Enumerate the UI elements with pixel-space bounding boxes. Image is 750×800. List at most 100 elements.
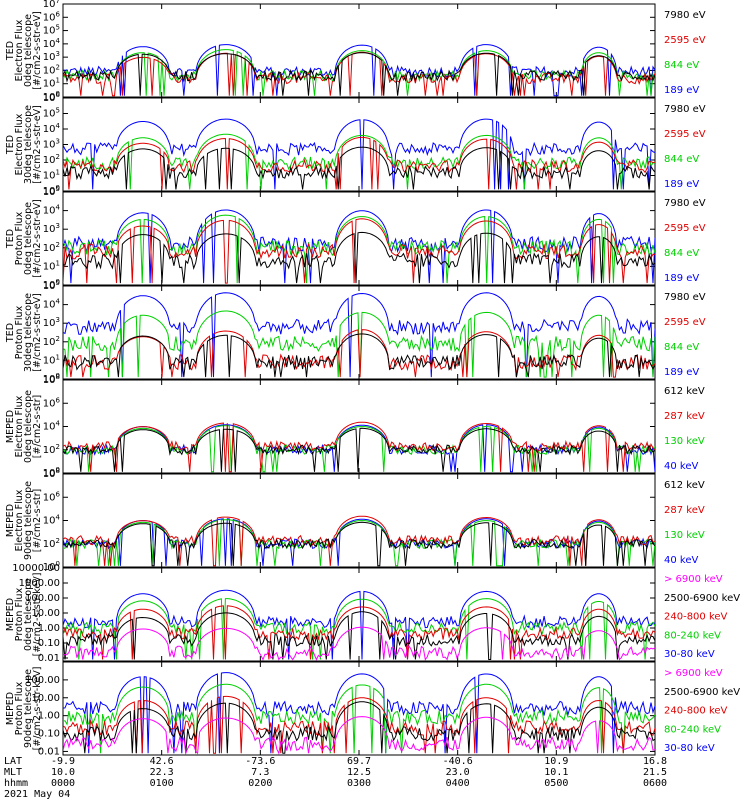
y-tick-label: 103 <box>43 138 60 151</box>
y-tick-label: 103 <box>43 222 60 235</box>
y-tick-label: 0.10 <box>38 638 60 649</box>
legend-entry: 7980 eV <box>664 198 706 209</box>
y-tick-label: 102 <box>43 63 60 76</box>
y-tick-label: 106 <box>43 91 61 104</box>
legend-entry: 30-80 keV <box>664 649 715 660</box>
x-tick-label-mlt: 22.3 <box>150 767 174 778</box>
y-tick-label: 100 <box>43 466 60 479</box>
y-tick-label: 106 <box>43 490 61 503</box>
y-tick-label: 0.01 <box>38 746 60 757</box>
x-tick-label-mlt: 12.5 <box>347 767 371 778</box>
legend-entry: 80-240 keV <box>664 724 721 735</box>
y-axis-label-line: 30deg telescope <box>23 293 34 372</box>
y-tick-label: 104 <box>43 204 61 217</box>
y-tick-label: 106 <box>43 396 61 409</box>
legend-entry: 844 eV <box>664 342 699 353</box>
y-axis-label-line: [#/cm2-s-str] <box>32 395 43 458</box>
series-line-2500-6900-kev <box>63 611 655 660</box>
series-line-189-ev <box>63 44 655 97</box>
y-axis-label-line: [#/cm2-s-str] <box>32 489 43 552</box>
x-tick-label-lat: 10.9 <box>544 756 568 767</box>
series-line-40-kev <box>63 424 655 473</box>
x-tick-label-lat: 16.8 <box>643 756 667 767</box>
series-line-2500-6900-kev <box>63 701 655 754</box>
x-tick-label-mlt: 10.0 <box>51 767 75 778</box>
series-line-189-ev <box>63 292 655 378</box>
y-axis-label-line: Proton Flux <box>14 211 25 265</box>
series-line--6900-kev <box>63 716 655 755</box>
x-tick-label-hhmm: 0300 <box>347 778 371 789</box>
y-tick-label: 10000.00 <box>12 563 60 574</box>
y-tick-label: 101 <box>43 259 60 272</box>
y-tick-label: 104 <box>43 298 61 311</box>
y-tick-label: 106 <box>43 10 61 23</box>
y-tick-label: 102 <box>43 241 60 254</box>
series-line-189-ev <box>63 209 655 284</box>
x-tick-label-hhmm: 0600 <box>643 778 667 789</box>
legend-entry: 2595 eV <box>664 223 706 234</box>
legend-entry: 287 keV <box>664 505 705 516</box>
legend-entry: 189 eV <box>664 85 699 96</box>
y-axis-label-line: TED <box>5 229 16 249</box>
series-line-189-ev <box>63 118 655 190</box>
y-axis-label-line: Proton Flux <box>14 587 25 641</box>
y-tick-label: 0.01 <box>38 653 60 664</box>
series-line-7980-ev <box>63 146 655 190</box>
legend-entry: 2500-6900 keV <box>664 593 740 604</box>
y-tick-label: 100.00 <box>25 593 60 604</box>
y-tick-label: 101 <box>43 169 60 182</box>
legend-entry: 240-800 keV <box>664 706 728 717</box>
y-tick-label: 102 <box>43 335 60 348</box>
y-axis-label-line: Proton Flux <box>14 305 25 359</box>
y-tick-label: 104 <box>43 37 61 50</box>
series-line-2595-ev <box>63 51 655 97</box>
x-tick-label-hhmm: 0400 <box>446 778 470 789</box>
y-tick-label: 10.00 <box>31 693 60 704</box>
y-axis-label-line: [#/cm2-s-str-eV] <box>32 293 43 372</box>
x-tick-label-hhmm: 0000 <box>51 778 75 789</box>
y-tick-label: 101 <box>43 353 60 366</box>
x-tick-label-mlt: 23.0 <box>446 767 470 778</box>
legend-entry: 2500-6900 keV <box>664 687 740 698</box>
date-label: 2021 May 04 <box>4 789 70 800</box>
y-tick-label: 105 <box>43 24 60 37</box>
series-line-287-kev <box>63 515 655 567</box>
y-tick-label: 10.00 <box>31 608 60 619</box>
y-tick-label: 0.10 <box>38 729 60 740</box>
legend-entry: > 6900 keV <box>664 668 723 679</box>
y-axis-label-line: 30deg telescope <box>23 105 34 184</box>
series-line-844-ev <box>63 214 655 284</box>
legend-entry: 189 eV <box>664 367 699 378</box>
legend-entry: 130 keV <box>664 436 705 447</box>
y-axis-label-line: [#/cm2-s-str-eV] <box>32 11 43 90</box>
legend-entry: 2595 eV <box>664 129 706 140</box>
series-line-80-240-kev <box>63 683 655 754</box>
y-axis-label-line: 0deg telescope <box>23 578 34 651</box>
series-line-612-kev <box>63 427 655 472</box>
y-axis-label-line: TED <box>5 135 16 155</box>
y-tick-label: 107 <box>43 0 60 10</box>
x-tick-label-lat: -40.6 <box>443 756 473 767</box>
y-axis-label-line: TED <box>5 323 16 343</box>
y-tick-label: 101 <box>43 77 60 90</box>
legend-entry: 189 eV <box>664 179 699 190</box>
x-tick-label-hhmm: 0100 <box>150 778 174 789</box>
y-tick-label: 100 <box>43 372 60 385</box>
legend-entry: 612 keV <box>664 386 705 397</box>
panel-7: 10000.00 1000.00 100.00 10.00 1.00 0.10 0.01 ME… <box>5 563 740 664</box>
y-tick-label: 103 <box>43 50 60 63</box>
series-line-80-240-kev <box>63 598 655 660</box>
y-axis-label-line: [#/cm2-s-str-eV] <box>32 199 43 278</box>
x-tick-label-lat: 69.7 <box>347 756 371 767</box>
y-tick-label: 108 <box>43 373 60 386</box>
y-tick-label: 1.00 <box>38 711 60 722</box>
y-tick-label: 104 <box>43 514 61 527</box>
y-axis-label-line: 90deg telescope <box>23 669 34 748</box>
y-axis-label-line: [#/cm2-s-str-keV] <box>32 667 43 751</box>
legend-entry: 7980 eV <box>664 104 706 115</box>
legend-entry: 40 keV <box>664 555 698 566</box>
legend-entry: 2595 eV <box>664 35 706 46</box>
